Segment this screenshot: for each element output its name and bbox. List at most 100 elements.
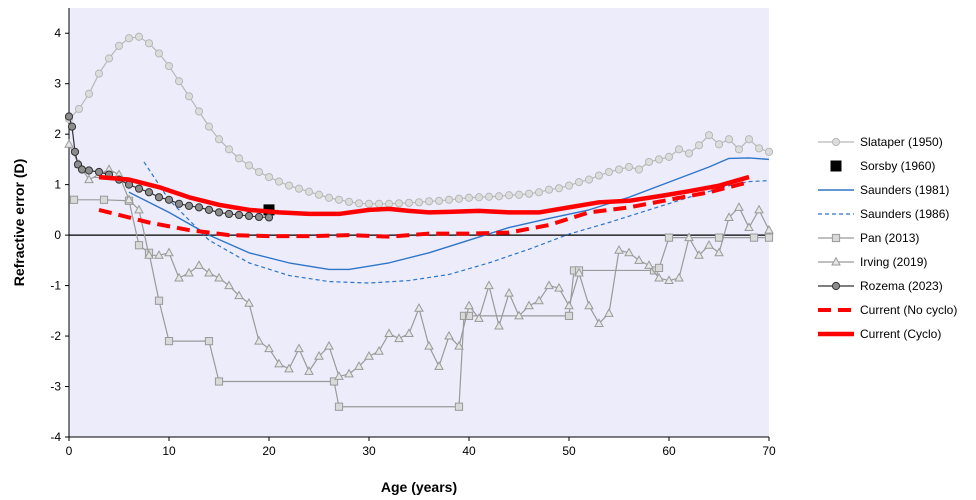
data-point [384,199,394,208]
legend-item: Saunders (1981) [818,183,949,197]
data-point [234,210,244,220]
data-point [74,104,84,114]
data-point [274,177,284,186]
data-point [214,272,224,282]
data-point [614,245,624,254]
data-point [194,107,204,116]
data-point [384,328,394,338]
data-point [534,188,544,197]
y-tick-label: 1 [54,178,61,192]
data-point [634,165,644,174]
data-point [304,187,314,196]
data-point [134,184,144,193]
data-point [254,212,264,222]
data-point [144,250,154,259]
data-point [464,311,474,320]
data-point [334,195,344,204]
data-point [544,280,554,290]
data-point [524,189,534,198]
data-point [744,222,754,232]
data-point [114,41,124,50]
data-point [174,199,184,208]
plot-area [69,8,769,437]
data-point [324,193,334,202]
data-point [574,267,584,277]
data-point [404,198,414,207]
data-point [164,61,174,71]
data-point [434,361,444,370]
series-line [98,174,750,217]
data-point [444,330,454,340]
data-point [514,310,524,320]
x-tick-label: 30 [362,444,376,458]
series-current-no-cyclo [98,180,750,239]
y-tick-label: 3 [54,77,61,91]
data-point [544,185,554,194]
data-point [254,167,264,177]
data-point [644,260,654,269]
data-point [354,199,364,208]
data-point [144,39,154,48]
data-point [534,295,544,305]
data-point [714,247,724,257]
legend: Slataper (1950) Sorsby (1960) Saunders (19… [818,135,957,341]
data-point [424,340,434,350]
data-point [70,147,80,156]
legend-label: Irving (2019) [860,255,927,269]
x-axis-title: Age (years) [381,479,457,495]
data-point [484,280,494,290]
data-point [69,195,79,204]
legend-item: Slataper (1950) [818,135,943,149]
data-point [504,287,514,297]
data-point [314,190,324,199]
data-point [434,196,444,205]
data-point [134,204,144,214]
data-point [204,205,214,214]
data-point [524,300,534,310]
data-point [184,201,194,210]
data-point [324,340,334,350]
data-point [194,260,204,269]
data-point [484,192,494,201]
data-point [454,194,464,203]
data-point [224,209,234,219]
data-point [514,190,524,199]
data-point [344,197,354,206]
data-point [244,211,254,221]
data-point [334,402,344,411]
data-point [494,320,504,330]
data-point [64,139,74,148]
data-point [64,112,74,121]
data-point [154,193,164,202]
data-point [264,213,274,222]
data-point [704,239,714,249]
data-point [614,165,624,174]
legend-label: Saunders (1981) [860,183,949,197]
y-tick-label: -1 [50,279,61,293]
data-point [164,195,174,204]
data-point [144,188,154,197]
data-point [664,152,674,161]
data-point [294,343,304,353]
data-point [424,197,434,206]
data-point [154,250,164,259]
data-point [764,224,774,234]
legend-marker [831,233,841,243]
data-point [564,300,574,310]
data-point [574,178,584,187]
data-point [204,337,214,346]
y-tick-label: -3 [50,380,61,394]
legend-item: Saunders (1986) [818,207,949,221]
data-point [754,144,764,153]
legend-label: Rozema (2023) [860,279,943,293]
data-point [244,161,254,170]
legend-item: Rozema (2023) [818,279,943,293]
y-tick-label: 0 [54,228,61,242]
data-point [99,195,109,204]
data-point [554,184,564,193]
data-point [194,203,204,212]
data-point [364,351,374,360]
data-point [374,199,384,208]
data-point [394,199,404,208]
